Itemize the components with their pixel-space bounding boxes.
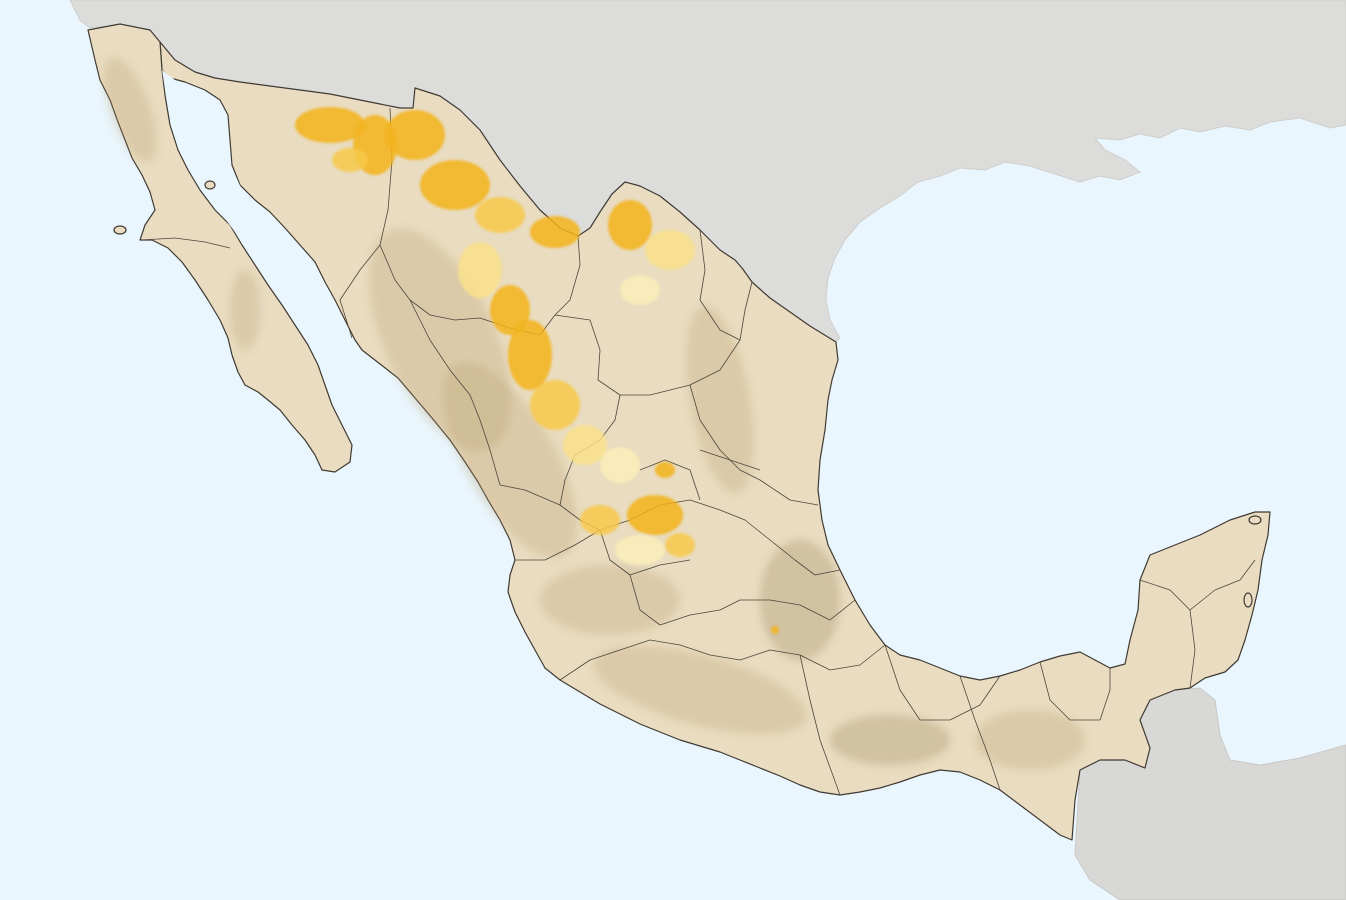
highlight-patch	[655, 462, 675, 478]
highlight-patch	[295, 107, 365, 143]
highlight-patch	[615, 535, 665, 565]
highlight-patch	[508, 320, 552, 390]
highlight-patch	[332, 148, 368, 172]
highlight-patch	[475, 197, 525, 233]
highlight-patch	[530, 216, 580, 248]
highlight-patches	[295, 107, 779, 634]
highlight-patch	[563, 425, 607, 465]
islands	[113, 180, 1262, 608]
highlight-patch	[620, 275, 660, 305]
gulf-of-california	[162, 70, 358, 350]
highlight-patch	[420, 160, 490, 210]
highlight-patch	[665, 533, 695, 557]
highlight-patch	[608, 200, 652, 250]
highlight-patch	[645, 230, 695, 270]
highlight-patch	[490, 285, 530, 335]
highlight-patch	[627, 495, 683, 535]
highlight-patch	[530, 380, 580, 430]
highlight-patch	[580, 505, 620, 535]
highlight-patch	[385, 110, 445, 160]
highlight-patch	[771, 626, 779, 634]
highlight-patch	[458, 242, 502, 298]
highlight-patch	[600, 447, 640, 483]
state-borders	[141, 107, 1256, 796]
